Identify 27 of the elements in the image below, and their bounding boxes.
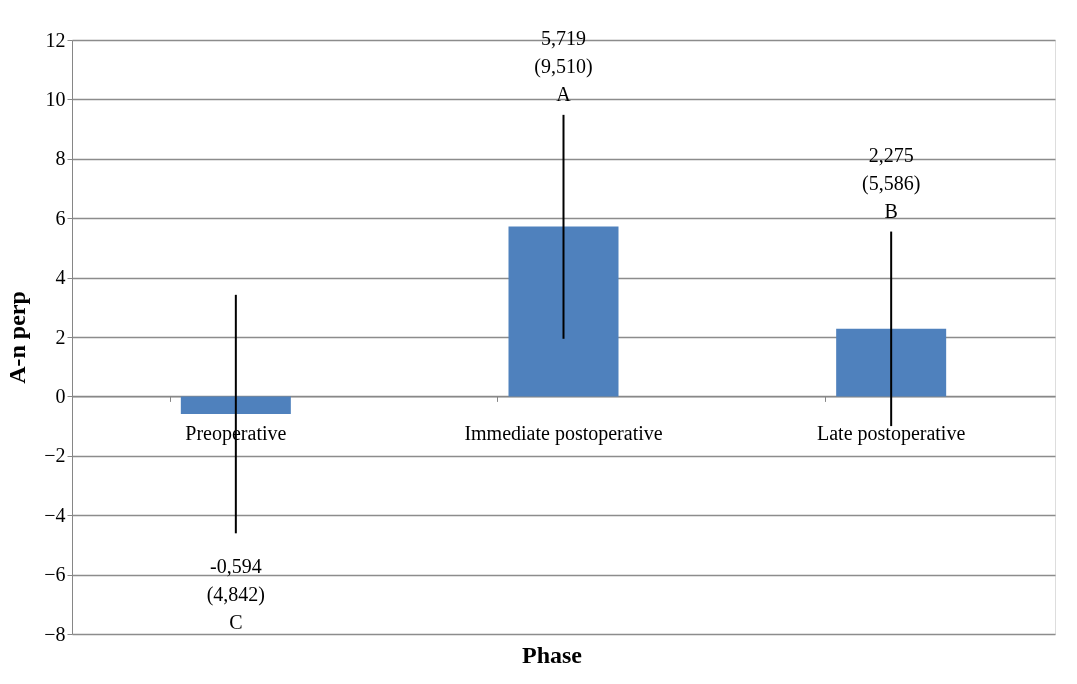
annotation: (4,842) xyxy=(206,583,265,607)
y-tick-label: 6 xyxy=(55,206,66,229)
annotation: C xyxy=(229,611,243,634)
x-tick-label: Immediate postoperative xyxy=(464,421,663,445)
y-tick-label: −8 xyxy=(44,622,66,645)
annotation: 2,275 xyxy=(868,143,914,166)
y-axis-title: A-n perp xyxy=(4,291,31,384)
y-tick-label: −2 xyxy=(44,444,66,467)
y-tick-label: 10 xyxy=(45,87,66,110)
y-tick-label: 8 xyxy=(55,147,66,170)
x-axis-title: Phase xyxy=(522,642,583,668)
y-tick-label: 4 xyxy=(55,266,66,289)
bar xyxy=(508,226,619,397)
y-tick-label: 12 xyxy=(45,28,66,51)
annotation: (5,586) xyxy=(862,171,921,195)
annotation: 5,719 xyxy=(541,26,586,49)
annotation: A xyxy=(556,82,572,105)
annotation: B xyxy=(884,199,898,222)
y-tick-label: 0 xyxy=(55,384,66,407)
annotation: -0,594 xyxy=(210,555,262,578)
y-tick-label: 2 xyxy=(55,325,66,348)
bar xyxy=(180,396,291,415)
bar xyxy=(836,328,947,397)
y-tick-label: −6 xyxy=(44,563,66,586)
y-tick-label: −4 xyxy=(44,503,66,526)
x-tick-label: Late postoperative xyxy=(817,421,966,445)
annotation: (9,510) xyxy=(534,54,593,78)
